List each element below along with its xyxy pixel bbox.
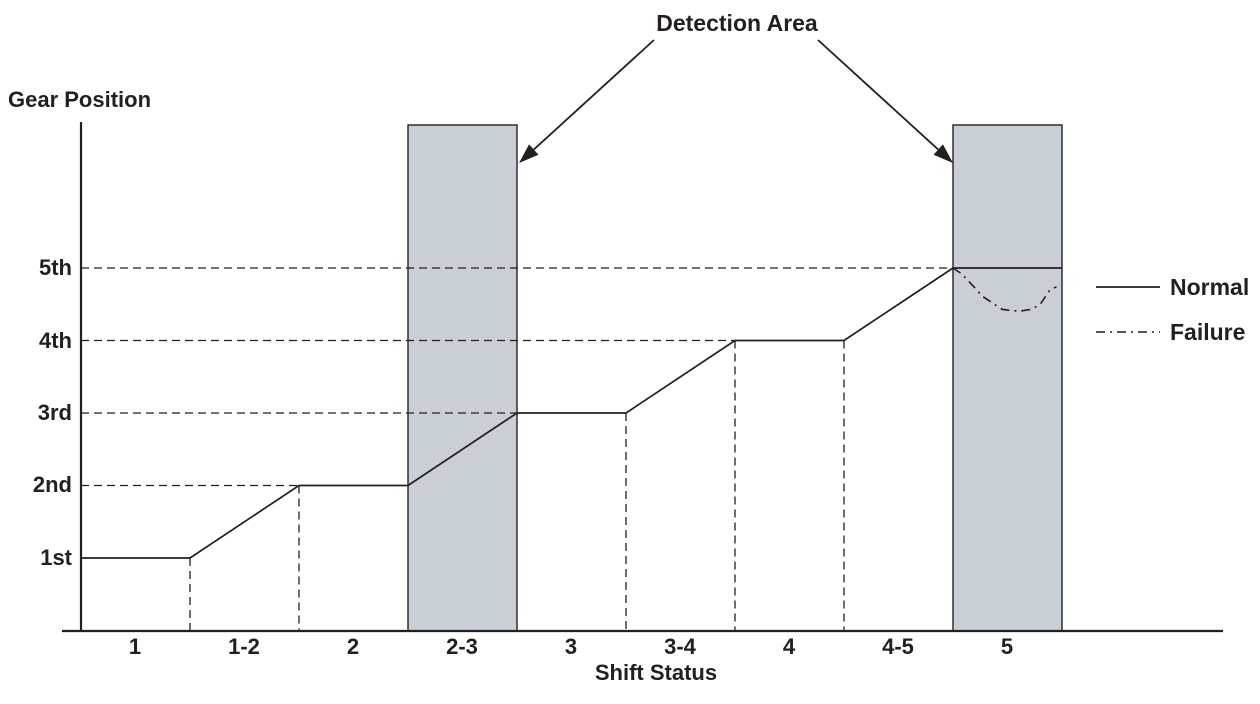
detection-area-band [407,124,518,632]
x-tick-3-4: 3-4 [664,634,696,659]
x-tick-3: 3 [564,634,578,659]
legend-failure-label: Failure [1170,319,1246,345]
annotation-arrow-line [533,39,655,151]
x-tick-5: 5 [1000,634,1014,659]
x-tick-1-2: 1-2 [228,634,260,659]
detection-area-label: Detection Area [656,10,818,36]
x-tick-1: 1 [128,634,142,659]
y-tick-4th: 4th [39,328,72,353]
y-axis-title: Gear Position [8,87,152,112]
normal-line [81,267,1062,559]
annotation-arrowhead-icon [519,144,539,163]
annotation-arrow-line [817,39,939,151]
x-axis-title: Shift Status [594,660,718,685]
x-tick-4-5: 4-5 [882,634,914,659]
detection-area-band [952,124,1063,632]
y-tick-3rd: 3rd [37,400,72,425]
x-tick-2-3: 2-3 [446,634,478,659]
y-tick-1st: 1st [40,545,72,570]
legend-normal-label: Normal [1170,274,1250,300]
y-tick-2nd: 2nd [32,472,72,497]
x-tick-2: 2 [346,634,360,659]
x-tick-4: 4 [782,634,796,659]
y-tick-5th: 5th [39,255,72,280]
annotation-arrowhead-icon [933,144,953,163]
failure-line [952,267,1057,312]
